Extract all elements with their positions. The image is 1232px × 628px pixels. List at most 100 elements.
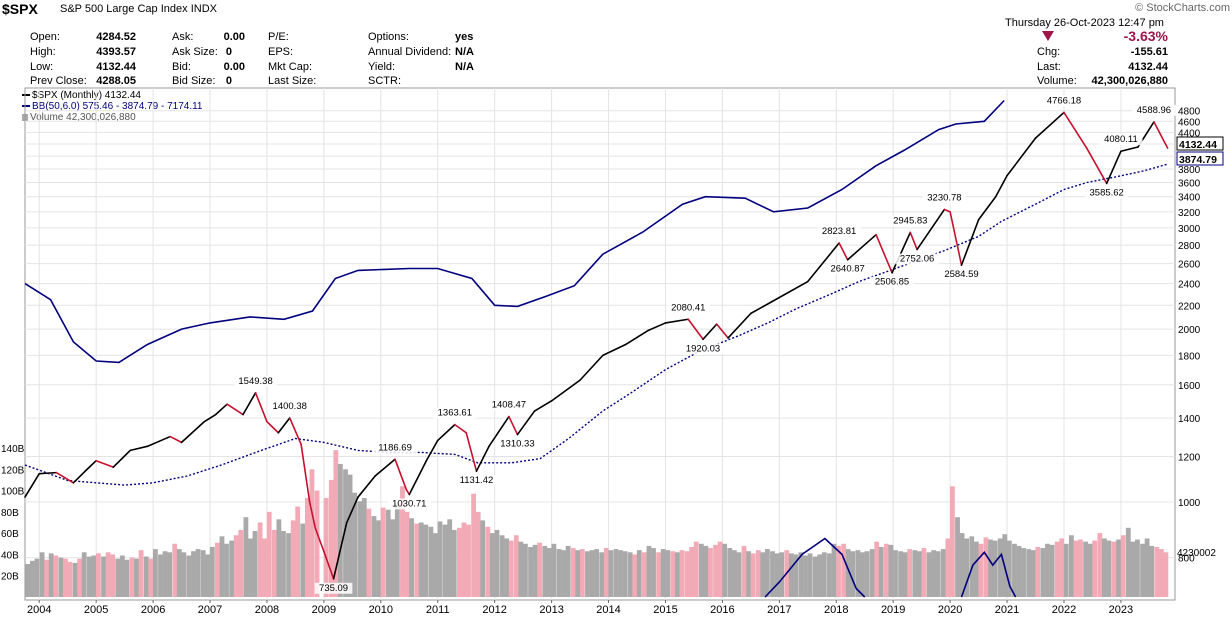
volume-bar (608, 550, 614, 597)
volume-bar (670, 551, 676, 597)
volume-bar (323, 498, 329, 597)
volume-bar (950, 486, 955, 597)
volume-bar (63, 558, 68, 597)
volume-bar (679, 550, 685, 597)
price-tick-label: 4600 (1178, 117, 1201, 128)
volume-bar (902, 552, 908, 597)
volume-bar (400, 486, 405, 597)
price-tick-label: 3400 (1178, 193, 1201, 204)
volume-bar (589, 550, 595, 597)
volume-bar (1135, 539, 1140, 597)
stat-value: 42,300,026,880 (1091, 75, 1168, 87)
volume-bar (466, 524, 471, 597)
volume-bar (831, 543, 837, 597)
volume-bar (72, 562, 78, 597)
price-label-bg (454, 475, 499, 487)
price-label: 1400.38 (273, 401, 307, 412)
price-segment (702, 323, 718, 341)
volume-bars (25, 450, 1169, 597)
volume-bar (1140, 543, 1145, 597)
volume-bar (551, 543, 557, 597)
volume-bar (646, 545, 652, 597)
volume-bar (1049, 544, 1055, 597)
stat-label: SCTR: (368, 75, 401, 87)
volume-bar (959, 533, 965, 597)
volume-tick-label: 120B (1, 465, 25, 476)
price-tick-label: 1600 (1178, 381, 1201, 392)
volume-bar (357, 501, 363, 597)
price-tick-label: 2200 (1178, 301, 1201, 312)
price-tick-label: 3600 (1178, 178, 1201, 189)
volume-bar (585, 551, 590, 597)
time-tick-label: 2023 (1109, 604, 1133, 616)
stat-value: 0 (225, 46, 232, 58)
price-segment (408, 459, 428, 496)
price-segment (254, 391, 268, 423)
down-arrow-icon (1042, 31, 1054, 41)
volume-bar (940, 549, 946, 597)
stat-label: Open: (30, 31, 60, 43)
stat-label: Ask: (172, 31, 194, 43)
price-segment (112, 449, 132, 468)
price-segment (277, 417, 291, 434)
volume-bar (281, 531, 286, 597)
price-label-bg (1132, 104, 1176, 116)
price-segment (1034, 111, 1065, 139)
volume-bar (513, 535, 519, 597)
price-tick-label: 1400 (1178, 414, 1201, 425)
volume-bar (414, 523, 420, 597)
volume-bar (570, 548, 576, 597)
volume-bar (698, 543, 704, 597)
volume-bar (760, 552, 766, 597)
volume-bar (898, 551, 903, 597)
volume-bar (1087, 543, 1093, 597)
volume-bar (741, 545, 747, 597)
volume-bar (456, 527, 462, 597)
price-label: 2945.83 (893, 215, 927, 226)
volume-bar (266, 511, 272, 597)
stat-value: 4393.57 (96, 46, 136, 58)
stat-label: Yield: (368, 61, 396, 73)
time-tick-label: 2019 (881, 604, 905, 616)
volume-bar (878, 546, 884, 597)
volume-bar (708, 548, 713, 597)
volume-bar (850, 551, 856, 597)
stat-label: Options: (368, 31, 409, 43)
volume-bar (380, 507, 386, 597)
volume-bar (988, 539, 993, 597)
stat-label: Ask Size: (172, 46, 218, 58)
volume-bar (827, 553, 832, 597)
volume-bar (1030, 550, 1036, 597)
volume-bar (546, 548, 552, 597)
price-segment (624, 329, 650, 346)
volume-bar (53, 555, 59, 597)
price-segment (875, 233, 893, 274)
volume-bar (1154, 546, 1160, 597)
volume-bar (603, 548, 609, 597)
price-segment (750, 296, 781, 315)
stat-label: Bid Size: (172, 75, 216, 87)
volume-bar (490, 533, 495, 597)
price-segment (533, 400, 553, 412)
price-segment (24, 472, 41, 498)
volume-bar (186, 555, 192, 597)
volume-bar (1006, 540, 1012, 597)
volume-bar (736, 552, 742, 597)
volume-bar (475, 511, 481, 597)
price-label: 3585.62 (1090, 187, 1124, 198)
volume-bar (34, 558, 40, 597)
change-percent: -3.63% (1123, 28, 1168, 44)
volume-bar (812, 556, 818, 597)
volume-bar (67, 561, 73, 597)
volume-bar (575, 550, 581, 597)
volume-bar (81, 552, 87, 597)
legend-price-label: $SPX (Monthly) 4132.44 (32, 90, 141, 101)
bb-middle-tag-box (1176, 151, 1224, 166)
price-segment (488, 415, 510, 448)
time-axis: 2004 2005 2006 2007 2008 2009 2010 2011 2012 2013… (27, 600, 1133, 616)
legend-volume-label: Volume 42,300,026,880 (30, 112, 136, 123)
price-segment (308, 501, 317, 530)
price-label-bg (895, 253, 939, 265)
volume-bar (722, 543, 728, 597)
stat-label: Chg: (1037, 46, 1061, 58)
